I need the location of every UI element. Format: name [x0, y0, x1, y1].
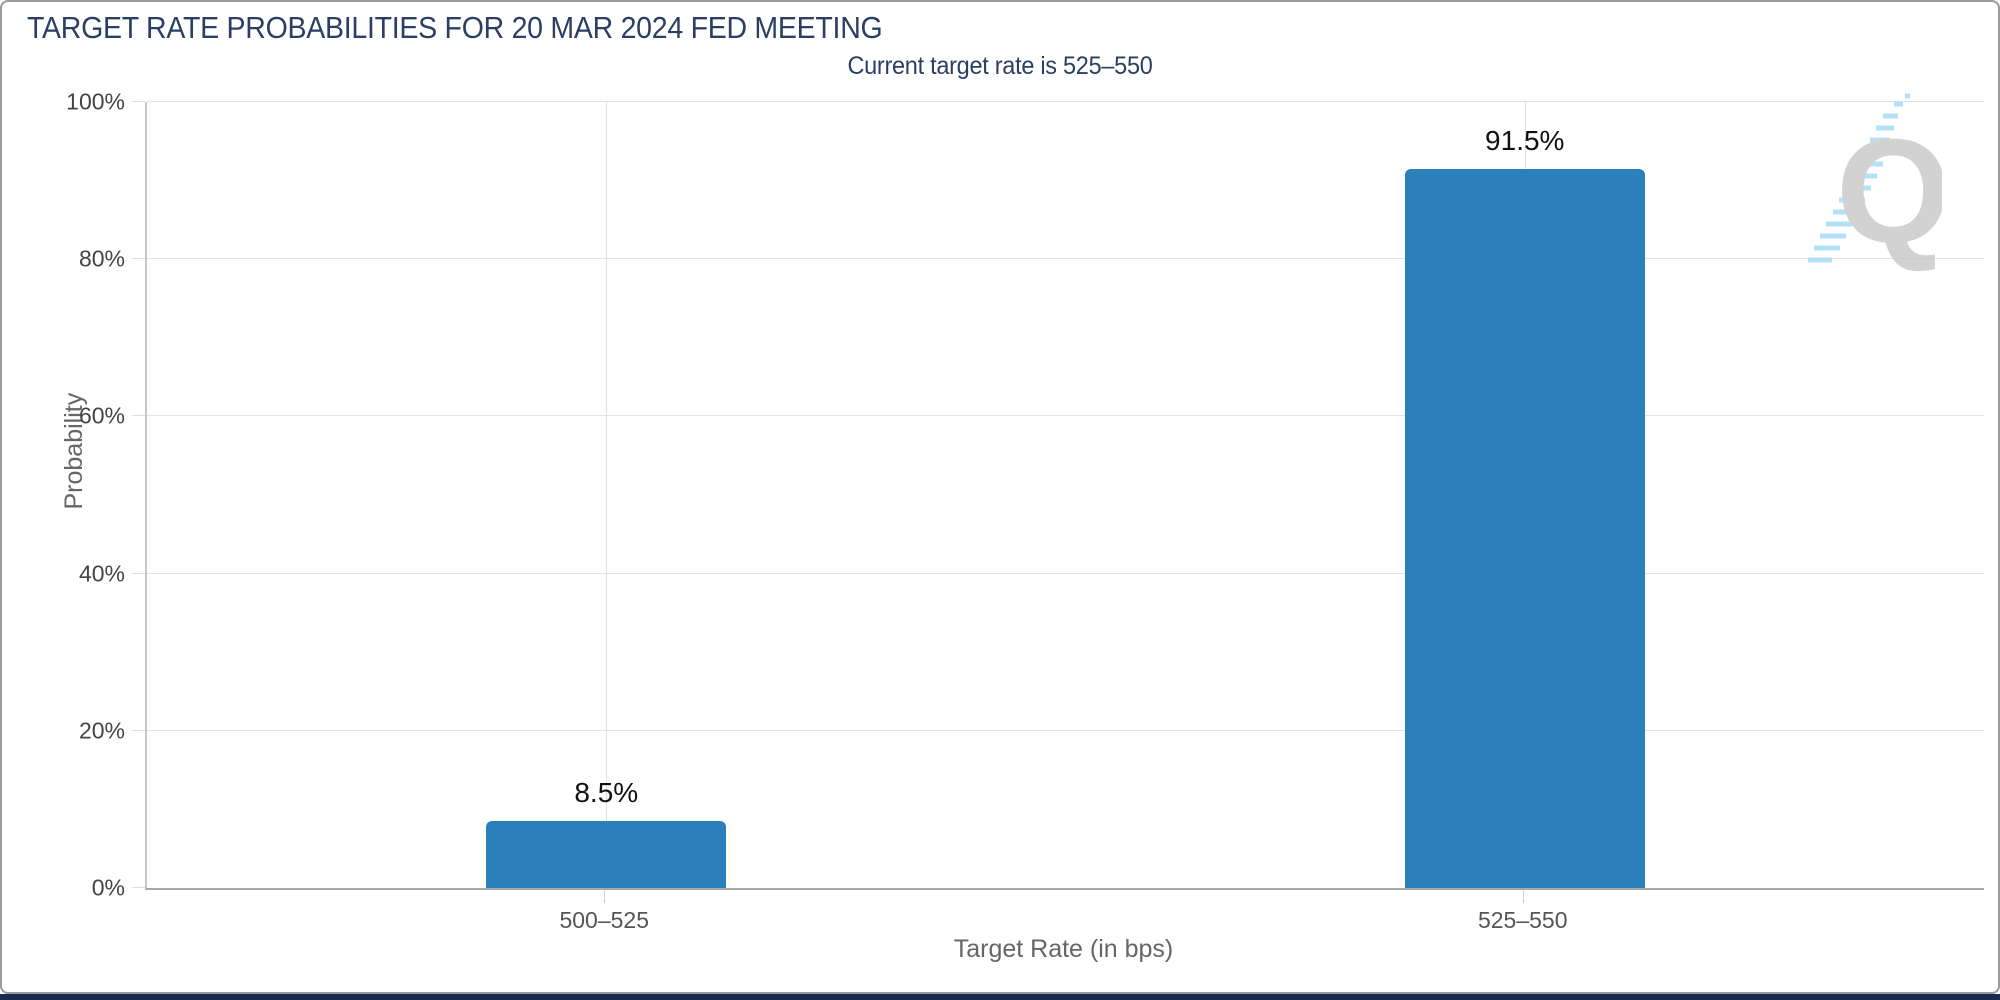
y-tick-label-100: 100%	[66, 88, 125, 115]
gridline-100	[147, 101, 1984, 102]
gridline-60	[147, 415, 1984, 417]
x-tick-label-525–550: 525–550	[1477, 907, 1568, 933]
gridline-80	[147, 258, 1984, 260]
quikstrike-watermark-logo: Q	[1808, 93, 1942, 274]
chart-title: TARGET RATE PROBABILITIES FOR 20 MAR 202…	[27, 10, 883, 45]
x-tick-mark-525–550	[1522, 890, 1524, 903]
watermark-letter-q: Q	[1836, 109, 1942, 274]
gridline-40	[147, 572, 1984, 574]
bottom-navy-strip	[0, 994, 2000, 1000]
y-axis-ticks: 0% 20% 40% 60% 80% 100%	[2, 89, 145, 901]
bar-value-label-500–525: 8.5%	[574, 777, 639, 809]
x-axis-ticks: 500–525 525–550	[145, 890, 1982, 950]
plot-area: 8.5% 91.5% Q	[145, 93, 1984, 890]
y-tick-mark-100	[132, 101, 145, 102]
bar-value-label-525–550: 91.5%	[1485, 124, 1565, 156]
y-tick-mark-20	[132, 729, 145, 731]
x-tick-label-500–525: 500–525	[559, 907, 650, 933]
y-tick-label-20: 20%	[78, 717, 125, 744]
chart-subtitle: Current target rate is 525–550	[847, 52, 1153, 80]
y-tick-mark-80	[132, 258, 145, 260]
y-tick-label-80: 80%	[78, 245, 125, 272]
y-tick-label-60: 60%	[78, 402, 125, 429]
y-tick-mark-0	[132, 887, 145, 888]
bar-500–525[interactable]	[486, 821, 727, 888]
x-tick-mark-500–525	[604, 890, 606, 903]
y-tick-label-40: 40%	[78, 560, 125, 587]
y-tick-mark-60	[132, 415, 145, 417]
y-tick-mark-40	[132, 572, 145, 574]
y-tick-label-0: 0%	[91, 874, 125, 901]
vertical-gridline-500–525	[606, 102, 608, 888]
gridline-20	[147, 729, 1984, 731]
bar-525–550[interactable]	[1404, 168, 1645, 888]
x-axis-title: Target Rate (in bps)	[953, 935, 1174, 963]
